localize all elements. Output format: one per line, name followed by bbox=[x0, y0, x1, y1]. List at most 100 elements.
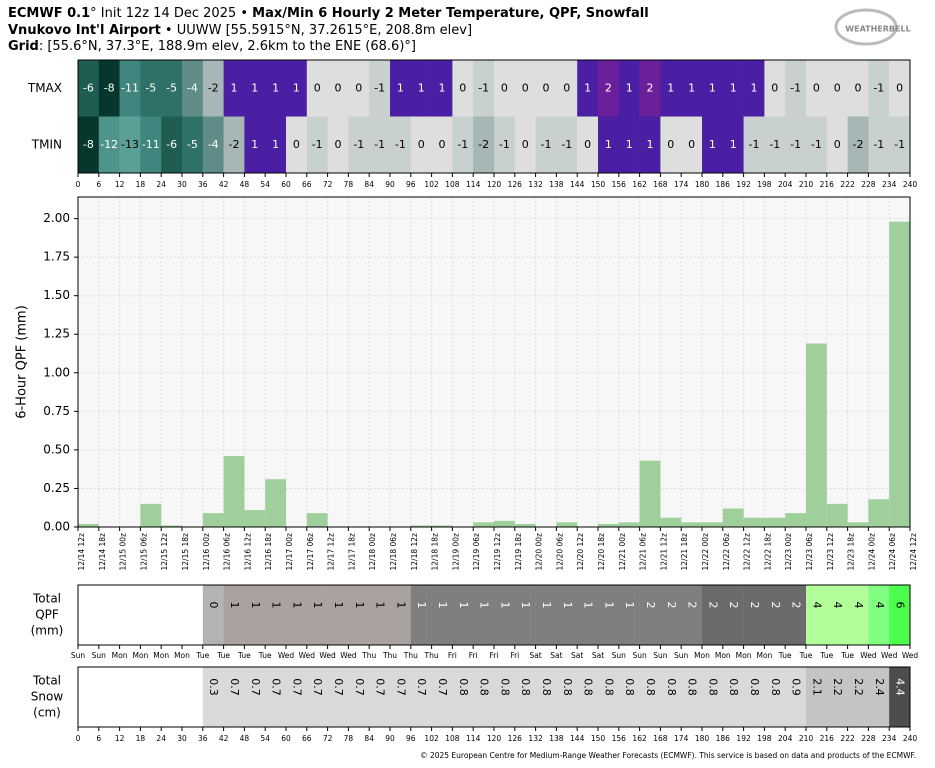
temp-value: 1 bbox=[584, 81, 591, 94]
temp-cell bbox=[348, 116, 370, 173]
total-value: 1 bbox=[415, 602, 428, 609]
total-value: 2 bbox=[665, 602, 678, 609]
total-value: 4.4 bbox=[894, 678, 907, 696]
total-cell bbox=[473, 667, 495, 727]
temp-cell bbox=[785, 116, 807, 173]
x-tick-label: 12/21 12z bbox=[659, 533, 668, 571]
temp-value: 1 bbox=[647, 138, 654, 151]
total-cell bbox=[473, 585, 495, 645]
temp-cell bbox=[577, 60, 599, 117]
bar bbox=[743, 517, 765, 527]
total-value: 0.7 bbox=[332, 678, 345, 696]
total-value: 1 bbox=[436, 602, 449, 609]
total-cell bbox=[806, 585, 828, 645]
temp-cell bbox=[390, 116, 412, 173]
total-value: 1 bbox=[270, 602, 283, 609]
day-label: Sat bbox=[592, 651, 604, 660]
temp-value: -1 bbox=[541, 138, 552, 151]
temp-cell bbox=[182, 116, 204, 173]
x-tick-label: 12/20 00z bbox=[535, 533, 544, 571]
x-tick-label: 210 bbox=[799, 180, 814, 189]
temp-value: 1 bbox=[251, 81, 258, 94]
x-tick-label: 18 bbox=[136, 734, 146, 743]
total-value: 0.8 bbox=[665, 678, 678, 696]
temp-cell bbox=[306, 116, 328, 173]
day-label: Thu bbox=[403, 651, 418, 660]
x-tick-label: 84 bbox=[364, 180, 374, 189]
x-tick-label: 12/23 12z bbox=[826, 533, 835, 571]
strip-label: (cm) bbox=[33, 706, 61, 720]
temp-value: -12 bbox=[100, 138, 118, 151]
bar bbox=[722, 508, 744, 527]
day-label: Fri bbox=[490, 651, 499, 660]
total-value: 1 bbox=[498, 602, 511, 609]
day-label: Mon bbox=[174, 651, 190, 660]
total-value: 0.8 bbox=[686, 678, 699, 696]
x-tick-label: 102 bbox=[424, 180, 439, 189]
total-value: 0.8 bbox=[498, 678, 511, 696]
temp-cell bbox=[764, 116, 786, 173]
temp-cell bbox=[660, 60, 682, 117]
total-value: 2 bbox=[706, 602, 719, 609]
bar bbox=[618, 522, 640, 527]
day-label: Mon bbox=[756, 651, 772, 660]
x-tick-label: 12/20 18z bbox=[597, 533, 606, 571]
day-label: Sun bbox=[653, 651, 668, 660]
bar bbox=[410, 525, 432, 527]
station: Vnukovo Int'l Airport bbox=[8, 23, 161, 38]
total-value: 1 bbox=[602, 602, 615, 609]
temp-value: -1 bbox=[312, 138, 323, 151]
init: ° Init 12z 14 Dec 2025 • bbox=[90, 6, 252, 21]
y-tick-label: 1.00 bbox=[43, 365, 70, 379]
x-tick-label: 102 bbox=[424, 734, 439, 743]
total-cell bbox=[681, 667, 703, 727]
bar bbox=[785, 513, 806, 527]
x-tick-label: 12/19 18z bbox=[514, 533, 523, 571]
x-tick-label: 132 bbox=[528, 180, 543, 189]
temp-cell bbox=[223, 60, 245, 117]
temp-value: 1 bbox=[730, 81, 737, 94]
temp-value: -2 bbox=[853, 138, 864, 151]
total-value: 0.7 bbox=[228, 678, 241, 696]
bar bbox=[847, 522, 869, 527]
bar bbox=[161, 525, 182, 527]
temp-value: -1 bbox=[749, 138, 760, 151]
temp-value: 1 bbox=[688, 81, 695, 94]
total-cell bbox=[847, 585, 869, 645]
x-tick-label: 168 bbox=[653, 180, 668, 189]
day-label: Wed bbox=[340, 651, 357, 660]
temp-cell bbox=[681, 116, 703, 173]
temp-value: 1 bbox=[751, 81, 758, 94]
x-tick-label: 12/18 18z bbox=[431, 533, 440, 571]
temp-value: 0 bbox=[522, 81, 529, 94]
temp-cell bbox=[327, 60, 349, 117]
total-cell bbox=[514, 667, 536, 727]
bar bbox=[598, 523, 619, 527]
x-tick-label: 228 bbox=[861, 180, 876, 189]
total-cell bbox=[556, 667, 578, 727]
day-label: Wed bbox=[881, 651, 898, 660]
total-cell bbox=[265, 585, 287, 645]
total-cell bbox=[618, 667, 640, 727]
temp-cell bbox=[743, 116, 765, 173]
total-cell bbox=[306, 585, 328, 645]
x-tick-label: 156 bbox=[612, 734, 627, 743]
temp-value: 1 bbox=[626, 138, 633, 151]
day-label: Tue bbox=[819, 651, 833, 660]
temp-cell bbox=[98, 116, 120, 173]
x-tick-label: 60 bbox=[281, 734, 291, 743]
temp-value: 1 bbox=[626, 81, 633, 94]
day-label: Mon bbox=[132, 651, 148, 660]
temp-value: 0 bbox=[896, 81, 903, 94]
day-label: Mon bbox=[736, 651, 752, 660]
day-label: Fri bbox=[510, 651, 519, 660]
total-cell bbox=[327, 667, 349, 727]
temp-cell bbox=[764, 60, 786, 117]
x-tick-label: 12/18 06z bbox=[389, 533, 398, 571]
bar bbox=[868, 499, 890, 527]
x-tick-label: 12/20 06z bbox=[555, 533, 564, 571]
total-value: 2 bbox=[644, 602, 657, 609]
total-value: 1 bbox=[478, 602, 491, 609]
total-cell bbox=[722, 667, 744, 727]
day-label: Tue bbox=[216, 651, 230, 660]
